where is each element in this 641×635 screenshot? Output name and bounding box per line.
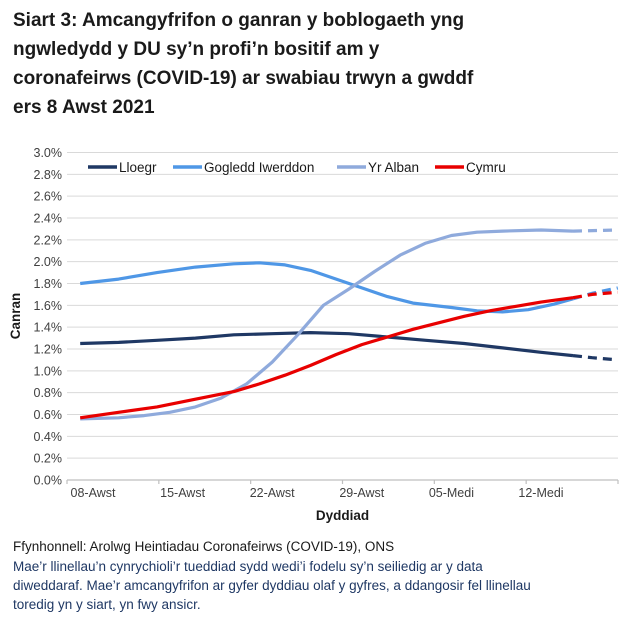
y-tick-label: 2.6% — [34, 190, 63, 204]
series-line-yr-alban — [80, 228, 574, 421]
legend-label-yr-alban: Yr Alban — [368, 160, 419, 175]
series-line-dashed-lloegr — [572, 354, 618, 362]
y-tick-label: 0.6% — [34, 408, 63, 422]
legend-label-lloegr: Lloegr — [119, 160, 157, 175]
y-tick-label: 1.2% — [34, 343, 63, 357]
y-tick-label: 0.4% — [34, 430, 63, 444]
series-line-lloegr — [80, 331, 574, 358]
y-tick-label: 2.2% — [34, 233, 63, 247]
x-axis-title: Dyddiad — [316, 508, 369, 523]
series-line-gogledd-iwerddon — [80, 261, 574, 314]
y-tick-label: 3.0% — [34, 146, 63, 160]
y-tick-label: 0.0% — [34, 474, 63, 488]
y-axis-title: Canran — [8, 293, 23, 340]
note-text: Mae’r llinellau’n cynrychioli’r tueddiad… — [13, 559, 531, 612]
y-tick-label: 2.4% — [34, 212, 63, 226]
x-tick-label: 05-Medi — [429, 486, 474, 500]
y-tick-label: 2.8% — [34, 168, 63, 182]
x-tick-label: 15-Awst — [160, 486, 205, 500]
y-tick-label: 1.0% — [34, 364, 63, 378]
y-tick-label: 0.8% — [34, 386, 63, 400]
source-text: Ffynhonnell: Arolwg Heintiadau Coronafei… — [13, 539, 395, 554]
series-line-dashed-cymru — [572, 290, 618, 300]
y-tick-label: 0.2% — [34, 452, 63, 466]
x-tick-label: 12-Medi — [518, 486, 563, 500]
y-tick-label: 1.4% — [34, 321, 63, 335]
y-tick-label: 2.0% — [34, 255, 63, 269]
x-tick-label: 22-Awst — [250, 486, 295, 500]
chart-canvas: 0.0% 0.2% 0.4% 0.6% 0.8% 1.0% 1.2% 1.4% 1.6% 1.8%… — [8, 146, 619, 523]
series-line-cymru — [79, 296, 574, 420]
x-tick-label: 08-Awst — [71, 486, 116, 500]
y-tick-label: 1.6% — [34, 299, 63, 313]
x-tick-label: 29-Awst — [339, 486, 384, 500]
y-tick-label: 1.8% — [34, 277, 63, 291]
series-line-dashed-yr-alban — [572, 228, 618, 233]
chart: 0.0% 0.2% 0.4% 0.6% 0.8% 1.0% 1.2% 1.4% 1.6% 1.8%… — [0, 143, 641, 535]
legend-label-gogledd-iwerddon: Gogledd Iwerddon — [204, 160, 314, 175]
legend-label-cymru: Cymru — [466, 160, 506, 175]
chart-title: Siart 3: Amcangyfrifon o ganran y boblog… — [13, 10, 474, 118]
